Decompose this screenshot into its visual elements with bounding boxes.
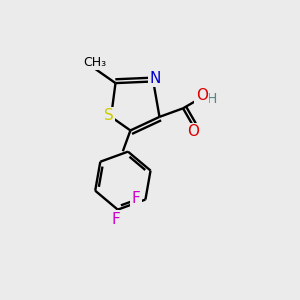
Text: S: S (104, 108, 114, 123)
Text: O: O (187, 124, 199, 139)
Text: H: H (207, 92, 217, 106)
Text: O: O (196, 88, 208, 103)
Text: CH₃: CH₃ (83, 56, 106, 69)
Text: N: N (149, 71, 160, 86)
Text: F: F (132, 190, 140, 206)
Text: F: F (111, 212, 120, 226)
